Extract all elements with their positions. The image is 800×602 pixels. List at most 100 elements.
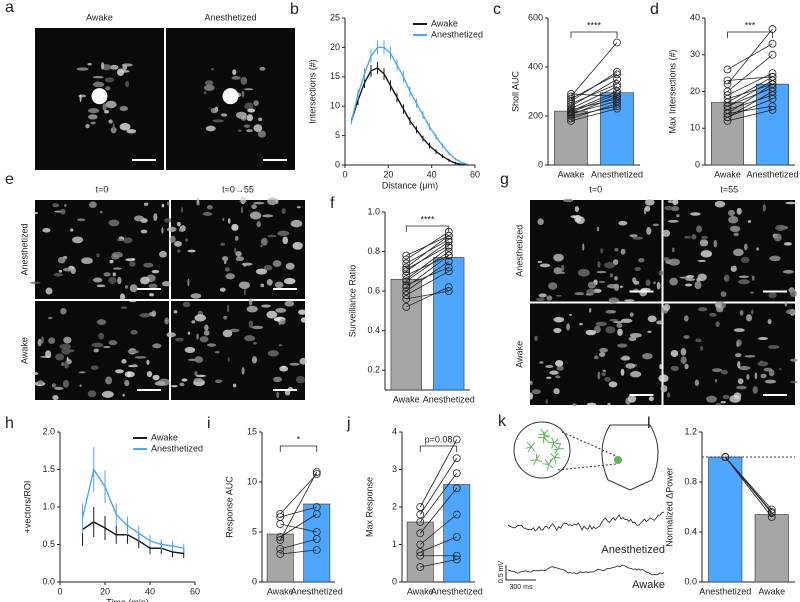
pair-point bbox=[402, 267, 411, 276]
y-tick-label: 0 bbox=[538, 159, 543, 169]
cell-texture bbox=[166, 332, 176, 338]
cell-texture bbox=[248, 298, 253, 306]
cell-texture bbox=[620, 248, 626, 255]
pair-line bbox=[727, 109, 773, 122]
cell-texture bbox=[91, 342, 104, 348]
cell-texture bbox=[684, 235, 692, 239]
cell-texture bbox=[112, 272, 116, 277]
x-tick-label: Anesthetized bbox=[746, 169, 798, 179]
cell-texture bbox=[244, 335, 256, 342]
cell-texture bbox=[620, 318, 633, 323]
cell-texture bbox=[668, 258, 680, 266]
x-tick-label: Anesthetized bbox=[699, 586, 751, 596]
x-tick-label: 20 bbox=[383, 169, 393, 179]
pair-point bbox=[402, 251, 411, 260]
pair-line bbox=[570, 73, 618, 100]
cell-texture bbox=[739, 309, 744, 316]
cell-texture bbox=[133, 215, 145, 222]
cell-texture bbox=[273, 376, 283, 383]
cell-texture bbox=[594, 325, 601, 334]
cell-texture bbox=[181, 378, 188, 382]
row-label: Awake bbox=[19, 337, 29, 364]
pair-point bbox=[402, 303, 411, 311]
cell-texture bbox=[279, 365, 289, 372]
cell-texture bbox=[563, 198, 574, 203]
y-tick-label: 0 bbox=[695, 159, 700, 169]
cell-texture bbox=[187, 358, 197, 361]
cell-texture bbox=[529, 380, 533, 385]
significance-bracket bbox=[419, 445, 458, 452]
series-line bbox=[350, 46, 469, 166]
cell-texture bbox=[260, 283, 265, 288]
cell-texture bbox=[569, 313, 573, 316]
y-tick-label: 400 bbox=[528, 61, 543, 71]
cell-texture bbox=[598, 351, 606, 357]
cell-texture bbox=[191, 320, 196, 324]
pair-point bbox=[723, 65, 732, 74]
microglia-icon bbox=[551, 442, 555, 449]
pair-point bbox=[444, 237, 453, 246]
cell-texture bbox=[644, 205, 651, 212]
cell-texture bbox=[560, 264, 565, 272]
y-axis-label: Normalized ΔPower bbox=[664, 467, 674, 547]
cell-texture bbox=[614, 247, 619, 252]
cell-texture bbox=[656, 281, 661, 290]
cell-texture bbox=[98, 332, 105, 340]
cell-texture bbox=[757, 337, 769, 341]
y-tick-label: 40 bbox=[690, 12, 700, 22]
microglia-icon bbox=[542, 437, 545, 444]
cell-texture bbox=[613, 283, 620, 292]
pair-point bbox=[402, 283, 411, 292]
cell-texture bbox=[255, 268, 268, 275]
cell-texture bbox=[764, 379, 777, 384]
cell-texture bbox=[767, 345, 780, 350]
cell-texture bbox=[292, 241, 303, 250]
cell-texture bbox=[760, 373, 767, 379]
bar bbox=[754, 514, 789, 583]
cell-texture bbox=[685, 283, 693, 287]
cell-texture bbox=[785, 309, 796, 315]
pair-point bbox=[452, 555, 461, 564]
cell-texture bbox=[658, 374, 669, 383]
pair-point bbox=[312, 546, 321, 554]
cell-texture bbox=[81, 257, 93, 265]
cell-texture bbox=[553, 316, 565, 323]
cell-texture bbox=[284, 389, 291, 396]
cell-texture bbox=[53, 273, 63, 277]
pair-point bbox=[444, 283, 453, 292]
y-tick-label: 1 bbox=[392, 539, 397, 549]
cell-texture bbox=[715, 302, 722, 308]
cell-texture bbox=[104, 77, 115, 83]
cell-texture bbox=[129, 284, 138, 293]
cell-texture bbox=[632, 236, 644, 240]
cell-texture bbox=[602, 369, 607, 372]
y-tick-label: 10 bbox=[247, 476, 257, 486]
trace-label: Awake bbox=[632, 579, 665, 591]
cell-texture bbox=[162, 281, 171, 287]
cell-texture bbox=[295, 375, 305, 384]
microglia-icon bbox=[525, 446, 532, 449]
cell-texture bbox=[735, 353, 742, 358]
cell-texture bbox=[691, 234, 697, 240]
cell-texture bbox=[205, 125, 216, 132]
cell-texture bbox=[96, 284, 106, 288]
cell-texture bbox=[556, 365, 564, 371]
cell-texture bbox=[554, 360, 564, 367]
pair-line bbox=[727, 98, 773, 118]
y-axis-label: Sholl AUC bbox=[510, 70, 520, 112]
microglia-icon bbox=[530, 459, 537, 462]
pair-line bbox=[570, 93, 618, 113]
y-tick-label: 1.2 bbox=[684, 426, 697, 436]
micrograph bbox=[530, 303, 662, 405]
cell-texture bbox=[722, 394, 730, 400]
pair-point bbox=[452, 484, 461, 493]
legend-label: Anesthetized bbox=[431, 29, 483, 39]
cell-texture bbox=[78, 371, 86, 374]
significance-label: **** bbox=[587, 20, 602, 30]
cell-texture bbox=[634, 267, 641, 271]
cell-texture bbox=[744, 243, 748, 251]
pair-point bbox=[402, 265, 411, 274]
cell-texture bbox=[190, 293, 202, 299]
cell-texture bbox=[37, 338, 42, 347]
microglia-icon bbox=[530, 446, 536, 452]
